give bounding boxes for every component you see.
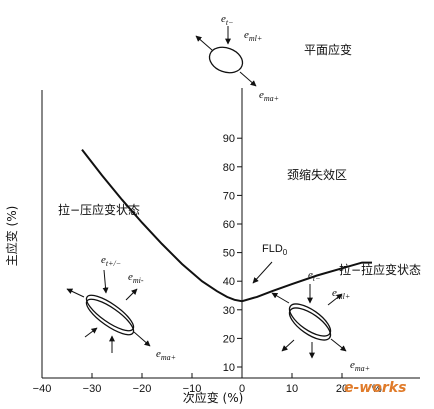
svg-text:et−: et− [221, 13, 234, 27]
svg-text:emi-: emi- [128, 271, 144, 285]
right-e1: e [308, 269, 313, 281]
x-tick-label: −10 [183, 383, 202, 395]
svg-text:ema+: ema+ [156, 348, 176, 362]
y-tick-label: 40 [223, 276, 235, 288]
y-tick-label: 90 [223, 133, 235, 145]
top-e2: e [244, 29, 249, 41]
y-tick-label: 70 [223, 190, 235, 202]
x-tick-label: 20 [336, 383, 348, 395]
right-e3-sub: ma+ [355, 364, 370, 373]
tension-compression-label: 拉−压应变状态 [58, 202, 140, 217]
y-tick-label: 60 [223, 219, 235, 231]
x-tick-label: 0 [239, 383, 245, 395]
tension-compression-ellipse-diagram: et+/− emi- ema+ [66, 254, 176, 362]
left-e1: e [101, 254, 106, 266]
svg-text:eml+: eml+ [244, 29, 262, 43]
svg-text:et−: et− [308, 269, 321, 283]
top-e3: e [259, 89, 264, 101]
left-e2-sub: mi- [133, 276, 144, 285]
right-e1-sub: t− [313, 274, 321, 283]
left-e1-sub: t+/− [106, 259, 121, 268]
top-e2-sub: ml+ [249, 34, 262, 43]
x-axis-label: 次应变 (%) [183, 390, 244, 405]
fld-label: FLD [262, 243, 283, 255]
tension-tension-ellipse-diagram: et− eml+ ema+ [271, 269, 370, 373]
y-axis-label: 主应变 (%) [4, 206, 19, 267]
tension-tension-label: 拉−拉应变状态 [339, 262, 421, 277]
y-tick-label: 50 [223, 248, 235, 260]
svg-text:ema+: ema+ [350, 359, 370, 373]
x-tick-label: −30 [83, 383, 102, 395]
left-e3-sub: ma+ [161, 353, 176, 362]
y-tick-label: 80 [223, 162, 235, 174]
right-e2: e [332, 287, 337, 299]
x-tick-label: −40 [33, 383, 52, 395]
left-e2: e [128, 271, 133, 283]
fld-curve [81, 148, 372, 303]
right-e3: e [350, 359, 355, 371]
fld0-annotation: FLD0 [252, 243, 288, 284]
ticks: −40 −30 −20 −10 0 10 20 10 20 30 40 50 60 70 80 90 [33, 133, 348, 395]
e-works-watermark: e-works [344, 380, 406, 396]
svg-text:eml+: eml+ [332, 287, 350, 301]
top-e1-sub: t− [226, 18, 234, 27]
neck-zone-label: 颈缩失效区 [287, 167, 347, 182]
x-axis-end-label: % [372, 383, 382, 395]
top-e1: e [221, 13, 226, 25]
x-tick-label: 10 [286, 383, 298, 395]
y-tick-label: 10 [223, 362, 235, 374]
svg-text:et+/−: et+/− [101, 254, 121, 268]
top-e3-sub: ma+ [264, 94, 279, 103]
svg-text:e-works: e-works [344, 380, 406, 396]
plane-strain-label: 平面应变 [304, 42, 352, 57]
svg-text:ema+: ema+ [259, 89, 279, 103]
y-tick-label: 30 [223, 305, 235, 317]
right-e2-sub: ml+ [337, 292, 350, 301]
axes [41, 88, 420, 379]
plane-strain-ellipse-diagram: et− eml+ ema+ [195, 13, 279, 103]
x-tick-label: −20 [133, 383, 152, 395]
y-tick-label: 20 [223, 333, 235, 345]
fld-label-sub: 0 [283, 248, 288, 257]
left-e3: e [156, 348, 161, 360]
svg-text:FLD0: FLD0 [262, 243, 288, 257]
